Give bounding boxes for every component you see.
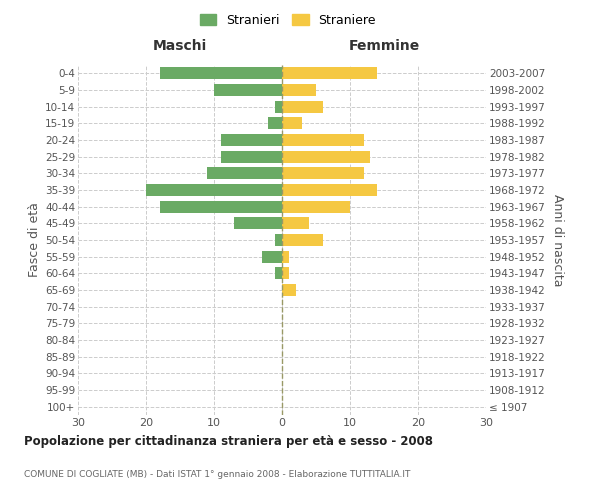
Bar	[282, 200, 350, 212]
Bar	[214, 84, 282, 96]
Bar	[275, 100, 282, 112]
Bar	[268, 118, 282, 130]
Text: Femmine: Femmine	[349, 40, 419, 54]
Bar	[221, 134, 282, 146]
Bar	[282, 68, 377, 80]
Bar	[282, 250, 289, 262]
Bar	[282, 184, 377, 196]
Text: Popolazione per cittadinanza straniera per età e sesso - 2008: Popolazione per cittadinanza straniera p…	[24, 435, 433, 448]
Bar	[160, 68, 282, 80]
Y-axis label: Fasce di età: Fasce di età	[28, 202, 41, 278]
Bar	[160, 200, 282, 212]
Bar	[282, 168, 364, 179]
Bar	[282, 150, 370, 162]
Bar	[235, 218, 282, 230]
Bar	[262, 250, 282, 262]
Bar	[282, 134, 364, 146]
Text: COMUNE DI COGLIATE (MB) - Dati ISTAT 1° gennaio 2008 - Elaborazione TUTTITALIA.I: COMUNE DI COGLIATE (MB) - Dati ISTAT 1° …	[24, 470, 410, 479]
Bar	[282, 100, 323, 112]
Text: Maschi: Maschi	[153, 40, 207, 54]
Bar	[207, 168, 282, 179]
Bar	[275, 234, 282, 246]
Bar	[282, 268, 289, 280]
Bar	[282, 218, 309, 230]
Y-axis label: Anni di nascita: Anni di nascita	[551, 194, 564, 286]
Bar	[221, 150, 282, 162]
Bar	[282, 118, 302, 130]
Bar	[282, 84, 316, 96]
Legend: Stranieri, Straniere: Stranieri, Straniere	[195, 8, 381, 32]
Bar	[282, 284, 296, 296]
Bar	[282, 234, 323, 246]
Bar	[146, 184, 282, 196]
Bar	[275, 268, 282, 280]
